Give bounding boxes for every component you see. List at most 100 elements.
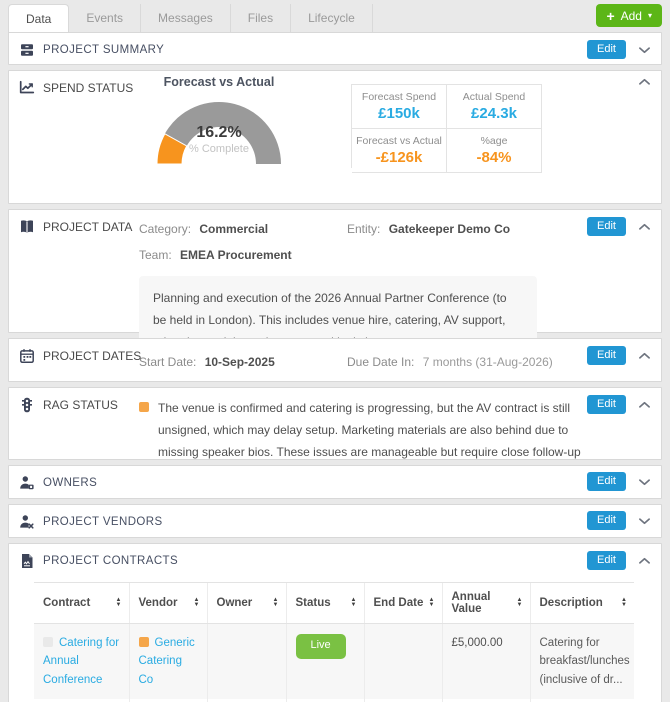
stat-value: -£126k <box>375 149 423 166</box>
column-label: Owner <box>216 597 253 609</box>
column-label: Description <box>539 597 603 609</box>
contracts-table: Contract ▲ ▼ Vendor ▲ ▼ Owner ▲ ▼ Status ▲ ▼ End… <box>34 582 634 702</box>
section-title: PROJECT SUMMARY <box>43 44 165 56</box>
field-label: Start Date: <box>139 355 197 369</box>
chevron-up-icon[interactable] <box>638 352 651 360</box>
contract-link[interactable]: Catering for Annual Conference <box>43 637 120 686</box>
tab-files[interactable]: Files <box>231 4 292 32</box>
stat-label: Forecast vs Actual <box>356 135 442 147</box>
rag-amber-indicator <box>139 402 149 412</box>
column-header-contract[interactable]: Contract ▲ ▼ <box>34 582 129 624</box>
sort-icon[interactable]: ▲ ▼ <box>272 597 279 608</box>
traffic-light-icon <box>19 397 35 413</box>
chevron-up-icon[interactable] <box>638 557 651 565</box>
user-badge-icon <box>19 475 35 491</box>
table-row: Printing and Signage Annual Conference S… <box>34 699 634 702</box>
stat-value: -84% <box>476 149 512 166</box>
column-label: Vendor <box>138 597 178 609</box>
vendor-cell: Shipping Services LLP <box>128 699 207 702</box>
field-value: Gatekeeper Demo Co <box>388 222 511 236</box>
contract-chip <box>43 637 53 647</box>
column-header-description[interactable]: Description ▲ ▼ <box>529 582 634 624</box>
user-x-icon <box>19 514 35 530</box>
project-summary-section: PROJECT SUMMARY Edit <box>8 32 662 65</box>
team-field: Team: EMEA Procurement <box>139 248 347 262</box>
column-label: End Date <box>373 597 424 609</box>
chevron-down-icon[interactable] <box>638 478 651 486</box>
column-label: Status <box>295 597 331 609</box>
rag-status-text: The venue is confirmed and catering is p… <box>158 401 581 482</box>
rag-status-section: RAG STATUS Edit The venue is confirmed a… <box>8 387 662 482</box>
section-title: PROJECT DATA <box>43 220 133 234</box>
owners-section: OWNERS Edit <box>8 465 662 499</box>
add-button[interactable]: + Add ▾ <box>596 4 662 27</box>
stat-value: £150k <box>378 105 420 122</box>
field-value: 10-Sep-2025 <box>204 355 275 369</box>
sort-icon[interactable]: ▲ ▼ <box>193 597 200 608</box>
chevron-down-icon[interactable] <box>638 46 651 54</box>
sort-icon[interactable]: ▲ ▼ <box>115 597 122 608</box>
book-icon <box>19 219 35 235</box>
field-label: Due Date In: <box>347 355 415 369</box>
status-badge: Live <box>295 634 346 659</box>
vendor-link[interactable]: Generic Catering Co <box>138 637 195 686</box>
chevron-down-icon[interactable] <box>638 517 651 525</box>
stat-label: %age <box>480 135 508 147</box>
column-header-annual-value[interactable]: Annual Value ▲ ▼ <box>441 582 530 624</box>
file-contract-icon <box>19 553 35 569</box>
field-label: Entity: <box>347 222 381 236</box>
project-dates-section: PROJECT DATES Edit Start Date: 10-Sep-20… <box>8 338 662 382</box>
column-header-vendor[interactable]: Vendor ▲ ▼ <box>128 582 207 624</box>
annual-value-cell: £5,000.00 <box>441 623 530 700</box>
column-header-end-date[interactable]: End Date ▲ ▼ <box>363 582 442 624</box>
vendor-cell: Generic Catering Co <box>128 623 207 700</box>
caret-down-icon: ▾ <box>647 11 652 20</box>
edit-button[interactable]: Edit <box>587 511 626 530</box>
tab-data[interactable]: Data <box>8 4 70 33</box>
chevron-up-icon[interactable] <box>638 78 651 86</box>
column-label: Contract <box>43 597 91 609</box>
section-title: SPEND STATUS <box>43 81 134 95</box>
sort-icon[interactable]: ▲ ▼ <box>428 597 435 608</box>
section-title: PROJECT DATES <box>43 349 142 363</box>
annual-value-cell: £0.00 <box>441 699 530 702</box>
sort-icon[interactable]: ▲ ▼ <box>621 597 627 608</box>
edit-button[interactable]: Edit <box>587 395 626 414</box>
status-cell: Live <box>285 623 364 700</box>
table-row: Catering for Annual Conference Generic C… <box>34 623 634 700</box>
stat-label: Actual Spend <box>462 91 526 103</box>
column-header-owner[interactable]: Owner ▲ ▼ <box>206 582 286 624</box>
section-title: PROJECT VENDORS <box>43 516 163 528</box>
edit-button[interactable]: Edit <box>587 40 626 59</box>
actual-spend-stat: Actual Spend £24.3k <box>447 85 542 129</box>
end-date-cell <box>363 623 442 700</box>
field-label: Team: <box>139 248 172 262</box>
stat-label: Forecast Spend <box>361 91 437 103</box>
edit-button[interactable]: Edit <box>587 472 626 491</box>
plus-icon: + <box>606 7 615 24</box>
edit-button[interactable]: Edit <box>587 217 626 236</box>
archive-icon <box>19 42 35 58</box>
chevron-up-icon[interactable] <box>638 223 651 231</box>
project-vendors-section: PROJECT VENDORS Edit <box>8 504 662 538</box>
percentage-stat: %age -84% <box>447 129 542 173</box>
tab-messages[interactable]: Messages <box>141 4 231 32</box>
column-header-status[interactable]: Status ▲ ▼ <box>285 582 364 624</box>
edit-button[interactable]: Edit <box>587 551 626 570</box>
vendor-chip <box>138 637 149 647</box>
forecast-spend-stat: Forecast Spend £150k <box>352 85 447 129</box>
start-date-field: Start Date: 10-Sep-2025 <box>139 355 347 369</box>
entity-field: Entity: Gatekeeper Demo Co <box>347 222 631 236</box>
sort-icon[interactable]: ▲ ▼ <box>516 597 523 608</box>
owner-cell <box>206 623 286 700</box>
edit-button[interactable]: Edit <box>587 346 626 365</box>
tab-lifecycle[interactable]: Lifecycle <box>291 4 373 32</box>
section-title: PROJECT CONTRACTS <box>43 555 179 567</box>
column-label: Annual Value <box>451 591 491 615</box>
description-cell <box>529 699 634 702</box>
chevron-up-icon[interactable] <box>638 401 651 409</box>
tab-events[interactable]: Events <box>69 4 142 32</box>
sort-icon[interactable]: ▲ ▼ <box>350 597 357 608</box>
section-title: RAG STATUS <box>43 398 118 412</box>
section-title: OWNERS <box>43 477 98 489</box>
